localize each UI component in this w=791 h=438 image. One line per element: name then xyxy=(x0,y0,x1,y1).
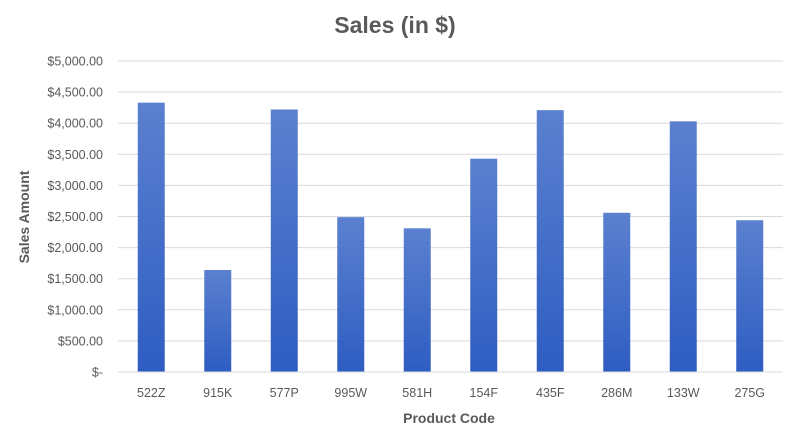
bar-275g xyxy=(736,220,764,372)
y-axis-title: Sales Amount xyxy=(16,170,32,263)
y-tick-label: $2,500.00 xyxy=(47,210,103,224)
bars xyxy=(137,102,764,373)
x-tick-label: 286M xyxy=(601,386,632,400)
x-tick-label: 995W xyxy=(334,386,367,400)
bar-286m xyxy=(603,212,631,372)
y-tick-label: $5,000.00 xyxy=(47,55,103,69)
x-axis-title: Product Code xyxy=(403,410,495,426)
x-axis-ticks: 522Z 915K 577P 995W 581H 154F 435F 286M 133W 275G xyxy=(137,386,765,400)
bar-154f xyxy=(470,158,498,372)
bar-577p xyxy=(270,109,298,373)
chart-title: Sales (in $) xyxy=(334,12,455,38)
y-tick-label: $- xyxy=(92,366,103,380)
bar-995w xyxy=(337,217,365,372)
bar-522z xyxy=(137,102,165,372)
x-tick-label: 275G xyxy=(734,386,765,400)
y-tick-label: $2,000.00 xyxy=(47,241,103,255)
y-tick-label: $4,000.00 xyxy=(47,117,103,131)
y-axis-ticks: $- $500.00 $1,000.00 $1,500.00 $2,000.00 $2,5… xyxy=(47,55,103,380)
x-tick-label: 522Z xyxy=(137,386,166,400)
x-tick-label: 133W xyxy=(667,386,700,400)
x-tick-label: 581H xyxy=(402,386,432,400)
bar-915k xyxy=(204,269,232,372)
y-tick-label: $500.00 xyxy=(58,334,103,348)
y-tick-label: $1,000.00 xyxy=(47,303,103,317)
bar-435f xyxy=(536,110,564,372)
y-tick-label: $1,500.00 xyxy=(47,272,103,286)
y-tick-label: $3,000.00 xyxy=(47,179,103,193)
x-tick-label: 577P xyxy=(270,386,299,400)
x-tick-label: 154F xyxy=(470,386,499,400)
bar-133w xyxy=(669,121,697,372)
x-tick-label: 435F xyxy=(536,386,565,400)
x-tick-label: 915K xyxy=(203,386,233,400)
y-tick-label: $4,500.00 xyxy=(47,86,103,100)
y-tick-label: $3,500.00 xyxy=(47,148,103,162)
bar-581h xyxy=(403,228,431,372)
